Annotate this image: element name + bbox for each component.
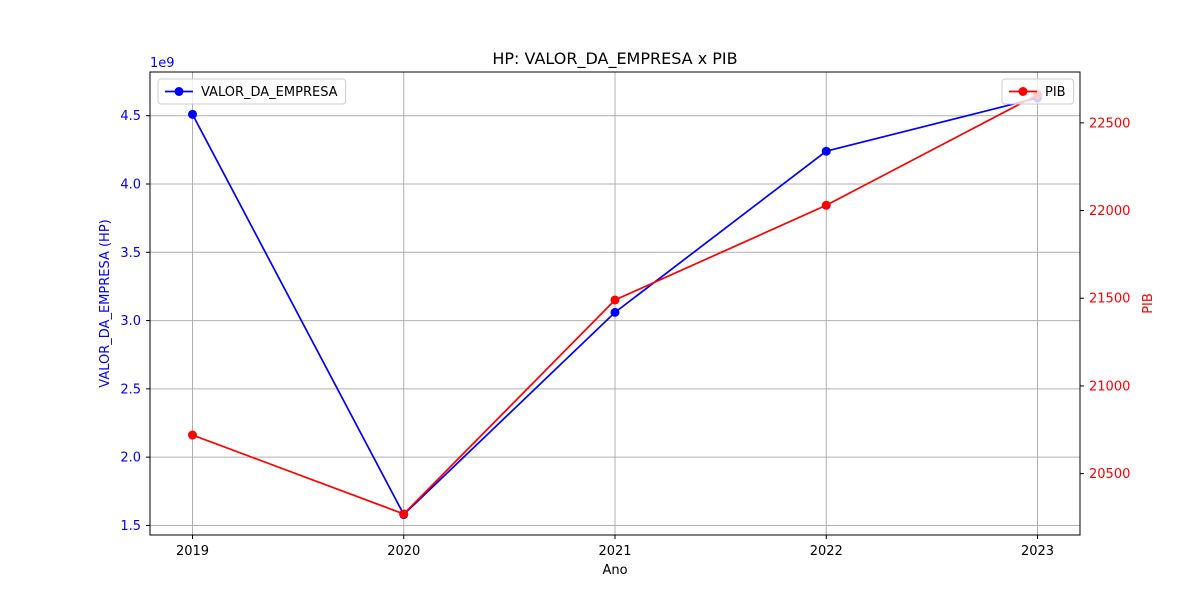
legend-label: VALOR_DA_EMPRESA: [201, 85, 338, 100]
data-point: [821, 200, 831, 210]
x-tick-label: 2021: [598, 544, 631, 559]
left-y-tick-label: 3.5: [120, 246, 141, 261]
left-y-tick-label: 3.0: [120, 314, 141, 329]
right-y-tick-label: 22000: [1089, 204, 1130, 219]
x-tick-label: 2022: [810, 544, 843, 559]
left-y-tick-label: 4.0: [120, 177, 141, 192]
data-point: [610, 295, 620, 305]
legend-layer: VALOR_DA_EMPRESA PIB: [157, 78, 1075, 105]
x-tick-label: 2020: [387, 544, 420, 559]
legend-frame: [157, 78, 347, 105]
legend-pib: PIB: [1001, 78, 1075, 105]
axes-layer: 2019 2020 2021 2022 2023 1.5 2.0 2.5 3.0 3.5 4.0 4.…: [120, 109, 1130, 559]
data-point: [188, 430, 197, 440]
data-point: [399, 509, 409, 519]
data-point: [821, 146, 831, 156]
legend-frame: [1001, 78, 1075, 105]
left-y-tick-label: 2.0: [120, 451, 141, 466]
x-tick-label: 2019: [176, 544, 209, 559]
right-y-tick-label: 21000: [1089, 379, 1130, 394]
data-point: [610, 307, 620, 317]
legend-marker: [1018, 87, 1028, 96]
right-y-tick-label: 21500: [1089, 292, 1130, 307]
left-y-tick-label: 1.5: [120, 519, 141, 534]
left-axis-offset-text: 1e9: [150, 56, 175, 71]
right-y-axis-label: PIB: [1141, 293, 1156, 314]
left-y-axis-label: VALOR_DA_EMPRESA (HP): [98, 219, 113, 387]
right-y-tick-label: 22500: [1089, 116, 1130, 131]
right-y-tick-label: 20500: [1089, 467, 1130, 482]
legend-valor-da-empresa: VALOR_DA_EMPRESA: [157, 78, 347, 105]
legend-label: PIB: [1045, 85, 1066, 100]
left-y-tick-label: 2.5: [120, 382, 141, 397]
x-tick-label: 2023: [1021, 544, 1054, 559]
legend-marker: [174, 87, 184, 96]
chart-title: HP: VALOR_DA_EMPRESA x PIB: [492, 49, 737, 69]
x-axis-label: Ano: [602, 563, 627, 578]
left-y-tick-label: 4.5: [120, 109, 141, 124]
data-point: [188, 109, 197, 119]
